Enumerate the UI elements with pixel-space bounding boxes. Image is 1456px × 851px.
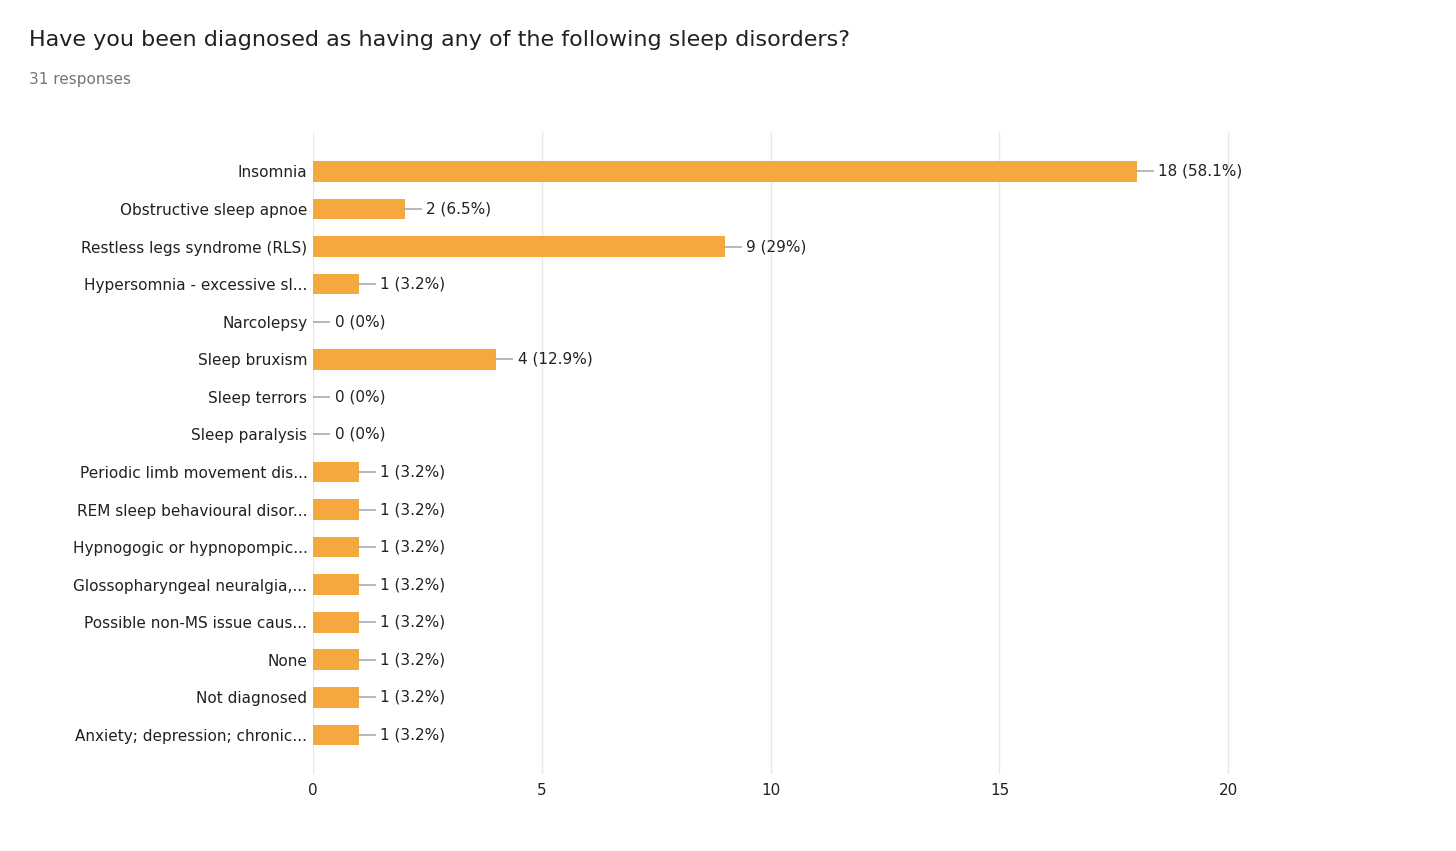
Text: 4 (12.9%): 4 (12.9%): [517, 351, 593, 367]
Text: 9 (29%): 9 (29%): [747, 239, 807, 254]
Bar: [313, 274, 358, 294]
Bar: [313, 612, 358, 632]
Text: 1 (3.2%): 1 (3.2%): [380, 502, 446, 517]
Bar: [313, 687, 358, 708]
Text: 1 (3.2%): 1 (3.2%): [380, 728, 446, 742]
Text: 1 (3.2%): 1 (3.2%): [380, 614, 446, 630]
Bar: [313, 724, 358, 745]
Bar: [313, 461, 358, 483]
Bar: [313, 574, 358, 595]
Text: 1 (3.2%): 1 (3.2%): [380, 540, 446, 555]
Text: 2 (6.5%): 2 (6.5%): [427, 202, 491, 216]
Bar: [313, 649, 358, 670]
Text: 18 (58.1%): 18 (58.1%): [1158, 164, 1242, 179]
Text: Have you been diagnosed as having any of the following sleep disorders?: Have you been diagnosed as having any of…: [29, 30, 850, 50]
Bar: [313, 237, 725, 257]
Bar: [313, 500, 358, 520]
Text: 1 (3.2%): 1 (3.2%): [380, 690, 446, 705]
Bar: [313, 198, 405, 220]
Bar: [313, 537, 358, 557]
Text: 1 (3.2%): 1 (3.2%): [380, 277, 446, 292]
Text: 31 responses: 31 responses: [29, 72, 131, 88]
Bar: [313, 161, 1137, 182]
Bar: [313, 349, 496, 369]
Text: 0 (0%): 0 (0%): [335, 427, 384, 442]
Text: 0 (0%): 0 (0%): [335, 389, 384, 404]
Text: 1 (3.2%): 1 (3.2%): [380, 577, 446, 592]
Text: 1 (3.2%): 1 (3.2%): [380, 465, 446, 479]
Text: 1 (3.2%): 1 (3.2%): [380, 652, 446, 667]
Text: 0 (0%): 0 (0%): [335, 314, 384, 329]
